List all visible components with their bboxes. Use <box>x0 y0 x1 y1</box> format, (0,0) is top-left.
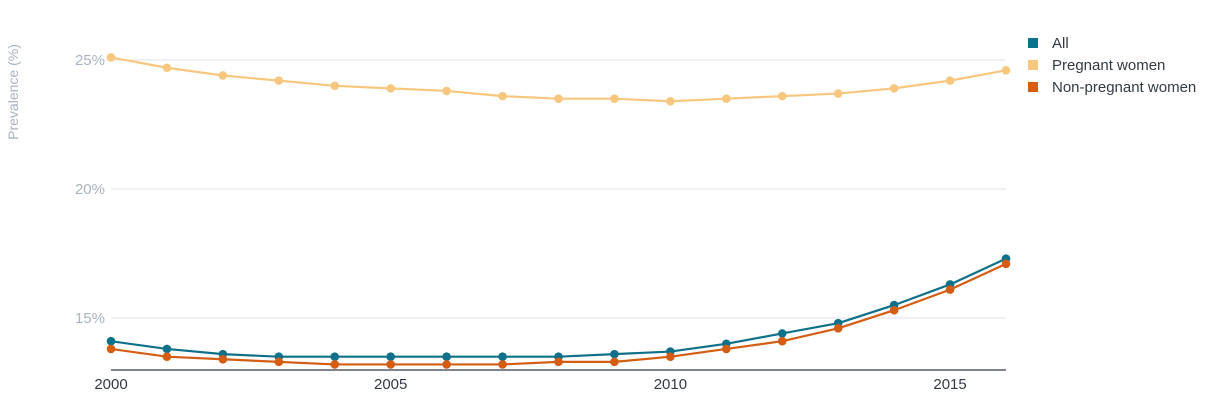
point-non-pregnant-women-2002 <box>218 354 228 364</box>
point-pregnant-women-2002 <box>218 71 228 80</box>
legend-swatch-pregnant <box>1028 60 1038 70</box>
point-non-pregnant-women-2006 <box>442 360 451 369</box>
point-non-pregnant-women-2007 <box>498 360 507 369</box>
point-pregnant-women-2006 <box>442 86 451 96</box>
series-group <box>106 53 1011 369</box>
point-pregnant-women-2014 <box>889 84 899 93</box>
y-axis: 15% 20% 25% <box>75 52 105 327</box>
legend-label: Pregnant women <box>1052 56 1166 74</box>
y-tick-label: 15% <box>75 310 105 327</box>
point-all-2004 <box>330 352 340 362</box>
point-all-2001 <box>162 344 172 354</box>
point-pregnant-women-2010 <box>666 96 675 106</box>
legend-item-all[interactable]: All <box>1028 32 1196 54</box>
point-all-2007 <box>498 352 507 362</box>
x-tick-label: 2000 <box>94 376 127 393</box>
series-line-all <box>110 257 1007 358</box>
legend-item-non-pregnant[interactable]: Non-pregnant women <box>1028 76 1196 98</box>
point-all-2005 <box>386 352 395 362</box>
x-tick-label: 2015 <box>933 376 966 393</box>
point-pregnant-women-2003 <box>274 76 284 85</box>
series-line-non-pregnant-women <box>110 262 1007 366</box>
point-non-pregnant-women-2015 <box>945 285 955 294</box>
point-all-2009 <box>610 349 619 359</box>
point-pregnant-women-2008 <box>554 94 563 103</box>
point-non-pregnant-women-2003 <box>274 357 284 367</box>
point-non-pregnant-women-2013 <box>833 324 843 333</box>
point-non-pregnant-women-2005 <box>386 360 395 369</box>
point-non-pregnant-women-2000 <box>106 344 116 354</box>
point-non-pregnant-women-2012 <box>777 336 787 346</box>
point-non-pregnant-women-2009 <box>610 357 619 367</box>
legend-swatch-all <box>1028 38 1038 48</box>
point-non-pregnant-women-2014 <box>889 305 899 315</box>
point-pregnant-women-2007 <box>498 91 507 101</box>
point-pregnant-women-2011 <box>722 94 731 103</box>
legend-item-pregnant[interactable]: Pregnant women <box>1028 54 1196 76</box>
point-pregnant-women-2016 <box>1001 66 1011 75</box>
point-all-2000 <box>106 336 116 346</box>
legend-label: Non-pregnant women <box>1052 78 1197 96</box>
legend-swatch-non-pregnant <box>1028 82 1038 92</box>
point-pregnant-women-2012 <box>777 91 787 101</box>
point-pregnant-women-2001 <box>162 63 172 73</box>
point-pregnant-women-2005 <box>386 84 395 93</box>
x-tick-label: 2010 <box>654 376 687 393</box>
y-tick-label: 20% <box>75 181 105 198</box>
y-axis-title: Prevalence (%) <box>5 44 21 140</box>
point-pregnant-women-2004 <box>330 81 340 91</box>
point-non-pregnant-women-2004 <box>330 360 340 369</box>
point-non-pregnant-women-2011 <box>722 344 731 354</box>
point-all-2006 <box>442 352 451 362</box>
legend-label: All <box>1052 34 1069 52</box>
point-pregnant-women-2015 <box>945 76 955 85</box>
y-tick-label: 25% <box>75 52 105 69</box>
x-tick-label: 2005 <box>374 376 407 393</box>
point-pregnant-women-2009 <box>610 94 619 103</box>
point-all-2012 <box>777 329 787 338</box>
point-non-pregnant-women-2016 <box>1001 259 1011 269</box>
point-pregnant-women-2000 <box>106 53 116 62</box>
point-non-pregnant-women-2008 <box>554 357 563 367</box>
point-non-pregnant-women-2010 <box>666 352 675 362</box>
point-non-pregnant-women-2001 <box>162 352 172 362</box>
point-pregnant-women-2013 <box>833 89 843 98</box>
x-axis: 2000 2005 2010 2015 <box>94 369 1006 393</box>
legend: All Pregnant women Non-pregnant women <box>1028 32 1196 98</box>
